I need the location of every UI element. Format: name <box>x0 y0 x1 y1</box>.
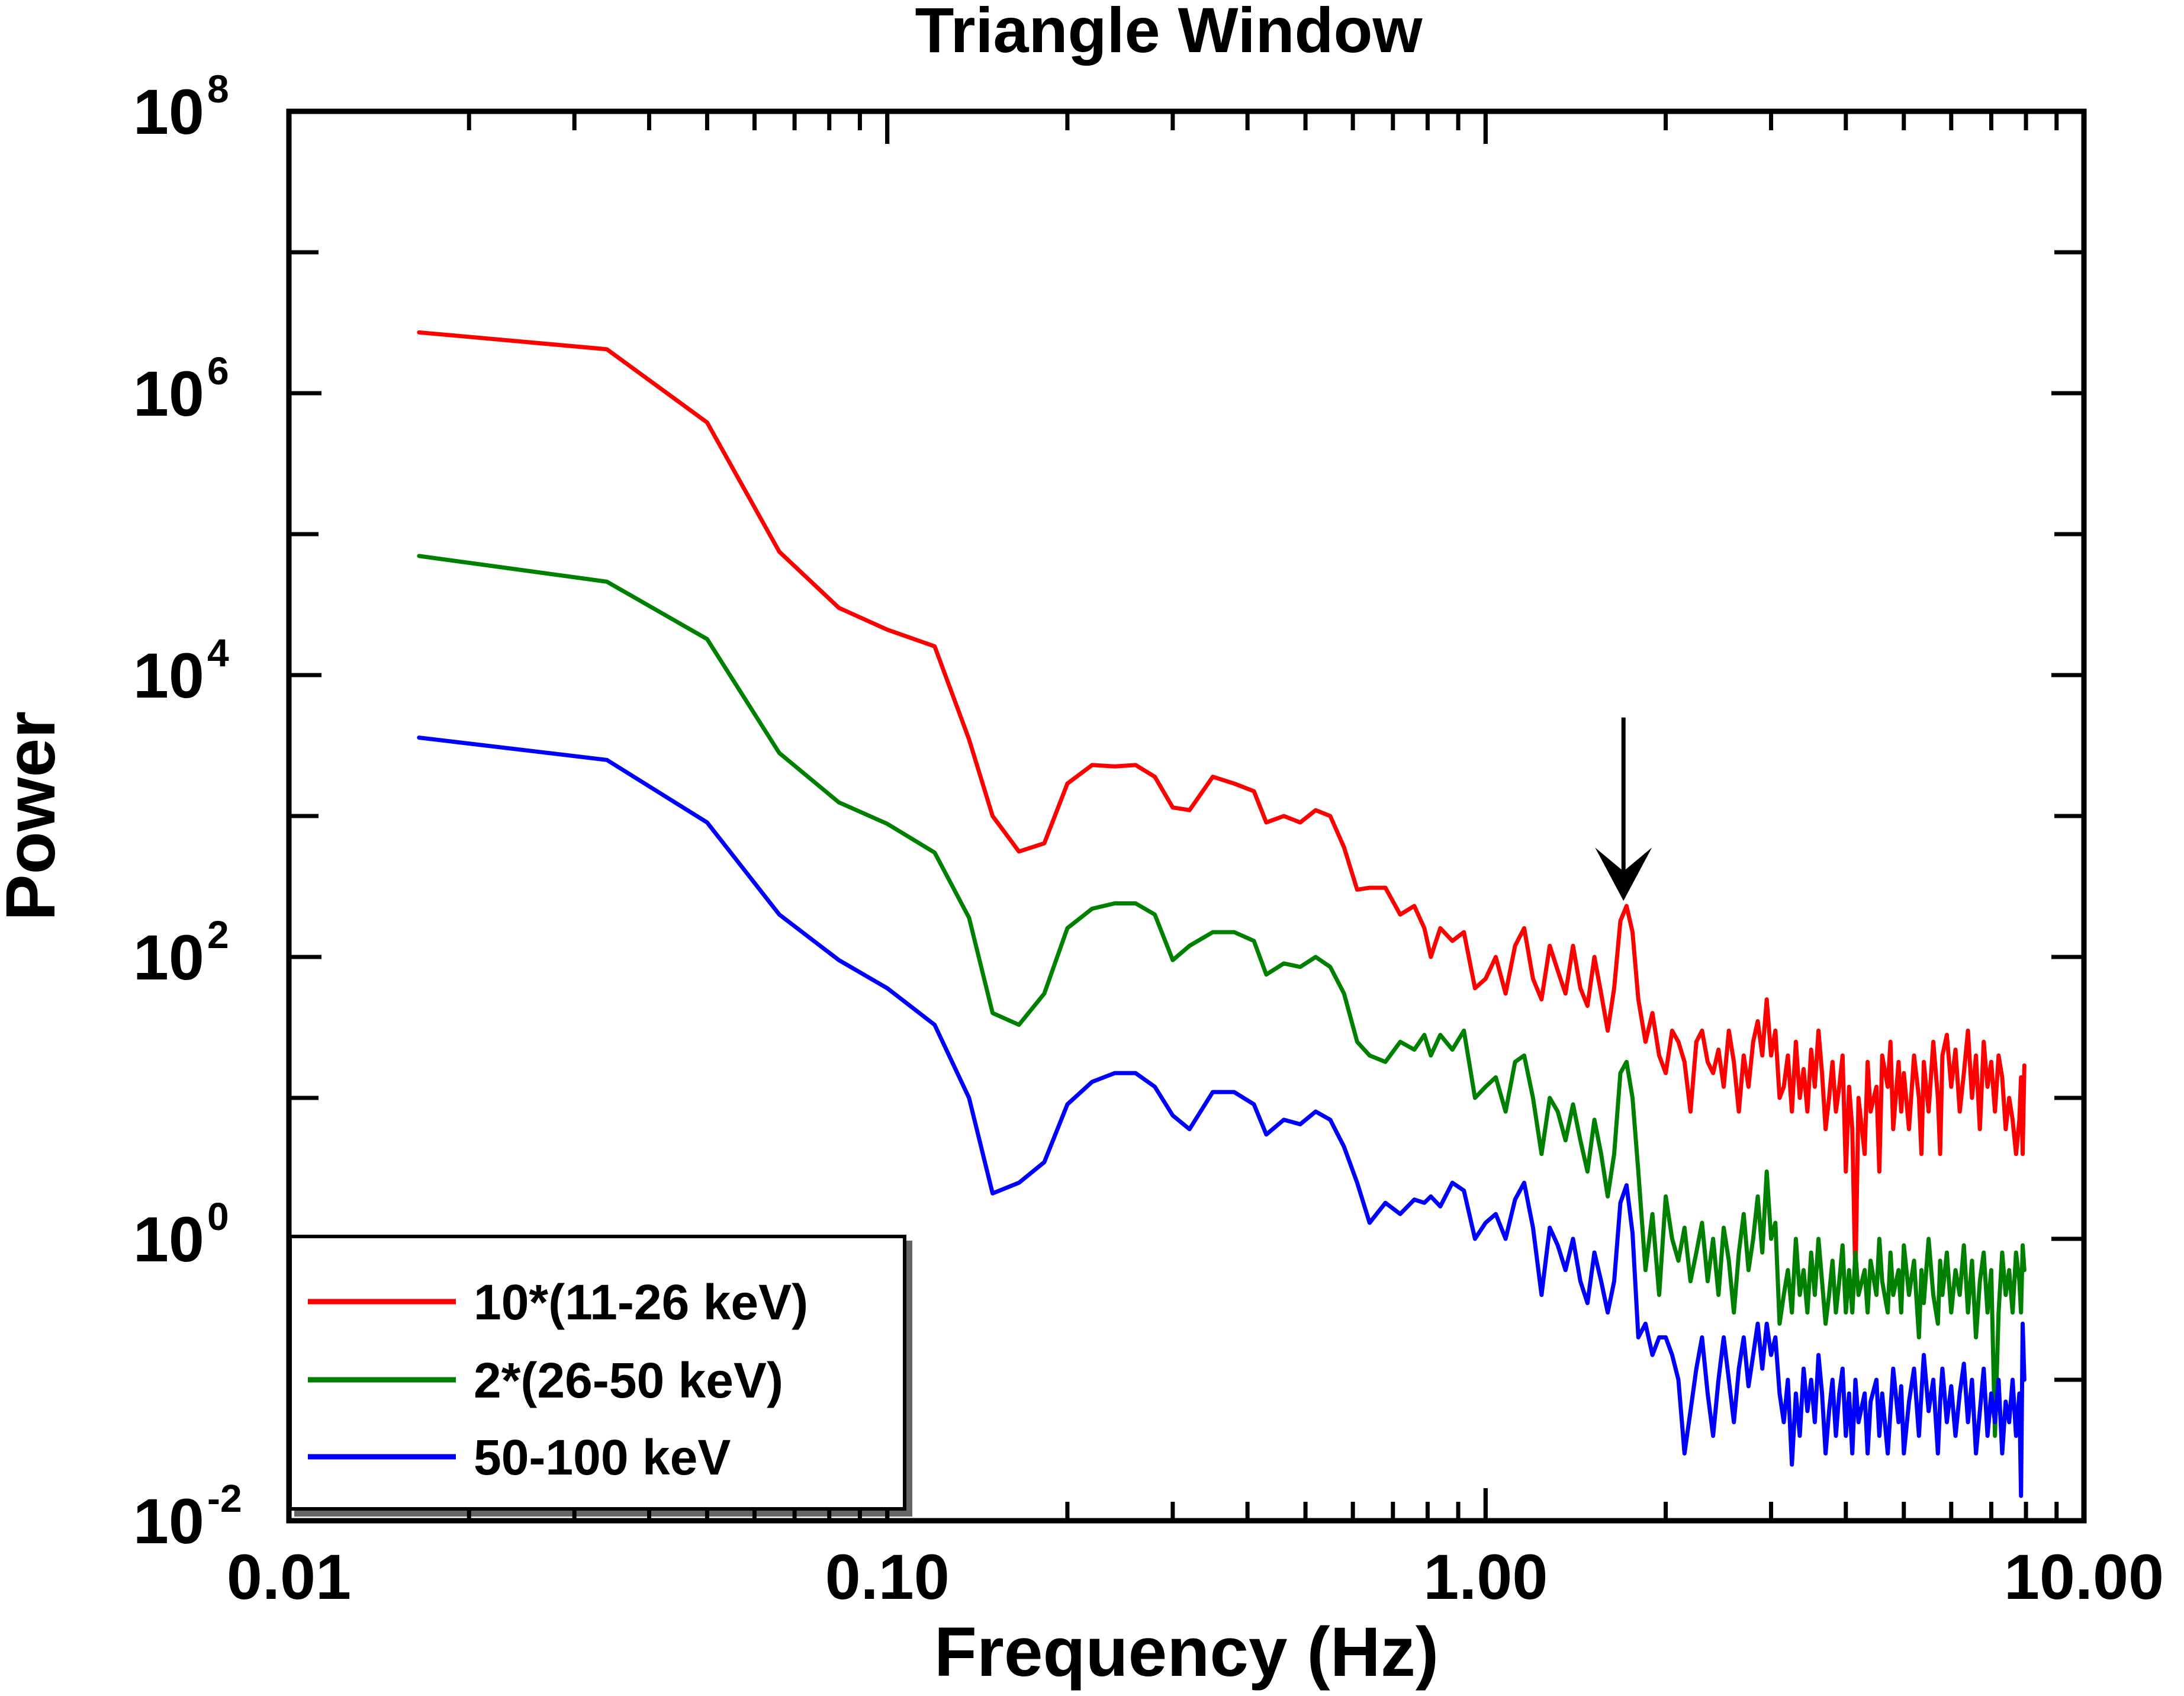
y-tick-base: 10 <box>133 76 204 147</box>
y-tick-base: 10 <box>133 1485 204 1557</box>
legend: 10*(11-26 keV) 2*(26-50 keV) 50-100 keV <box>288 1235 906 1511</box>
legend-box <box>288 1235 906 1511</box>
x-tick-label: 0.10 <box>825 1541 950 1613</box>
legend-label-blue: 50-100 keV <box>474 1430 731 1485</box>
chart-title: Triangle Window <box>915 0 1423 66</box>
y-axis-label: Power <box>0 711 70 921</box>
legend-label-red: 10*(11-26 keV) <box>474 1274 808 1330</box>
series-line-2 <box>417 735 2027 1498</box>
y-tick-label: 10 6 <box>133 349 229 429</box>
series-layer <box>417 330 2027 1498</box>
y-tick-exp: 4 <box>207 631 229 674</box>
y-tick-base: 10 <box>133 640 204 711</box>
y-tick-label: 10 8 <box>133 67 229 147</box>
y-tick-exp: -2 <box>207 1476 242 1520</box>
series-line-0 <box>417 330 2027 1284</box>
y-tick-exp: 0 <box>207 1194 229 1238</box>
y-tick-base: 10 <box>133 358 204 429</box>
legend-entry-red: 10*(11-26 keV) <box>308 1274 808 1330</box>
y-tick-base: 10 <box>133 921 204 993</box>
y-tick-exp: 2 <box>207 913 229 956</box>
x-tick-labels: 0.01 0.10 1.00 10.00 <box>227 1541 2164 1613</box>
x-tick-label: 10.00 <box>2004 1541 2164 1613</box>
y-tick-label: 10 4 <box>133 631 229 711</box>
y-tick-base: 10 <box>133 1203 204 1275</box>
x-tick-label: 1.00 <box>1423 1541 1548 1613</box>
y-tick-label: 10 -2 <box>133 1476 242 1557</box>
y-tick-exp: 6 <box>207 349 229 393</box>
x-tick-label: 0.01 <box>227 1541 351 1613</box>
y-tick-label: 10 0 <box>133 1194 229 1275</box>
arrow-head <box>1595 847 1652 901</box>
y-tick-label: 10 2 <box>133 913 229 993</box>
legend-label-green: 2*(26-50 keV) <box>474 1353 783 1408</box>
peak-arrow <box>1595 717 1652 901</box>
legend-entry-blue: 50-100 keV <box>308 1430 731 1485</box>
x-axis-label: Frequency (Hz) <box>934 1613 1439 1691</box>
y-tick-exp: 8 <box>207 67 229 111</box>
legend-entry-green: 2*(26-50 keV) <box>308 1353 783 1408</box>
series-line-1 <box>417 554 2027 1438</box>
